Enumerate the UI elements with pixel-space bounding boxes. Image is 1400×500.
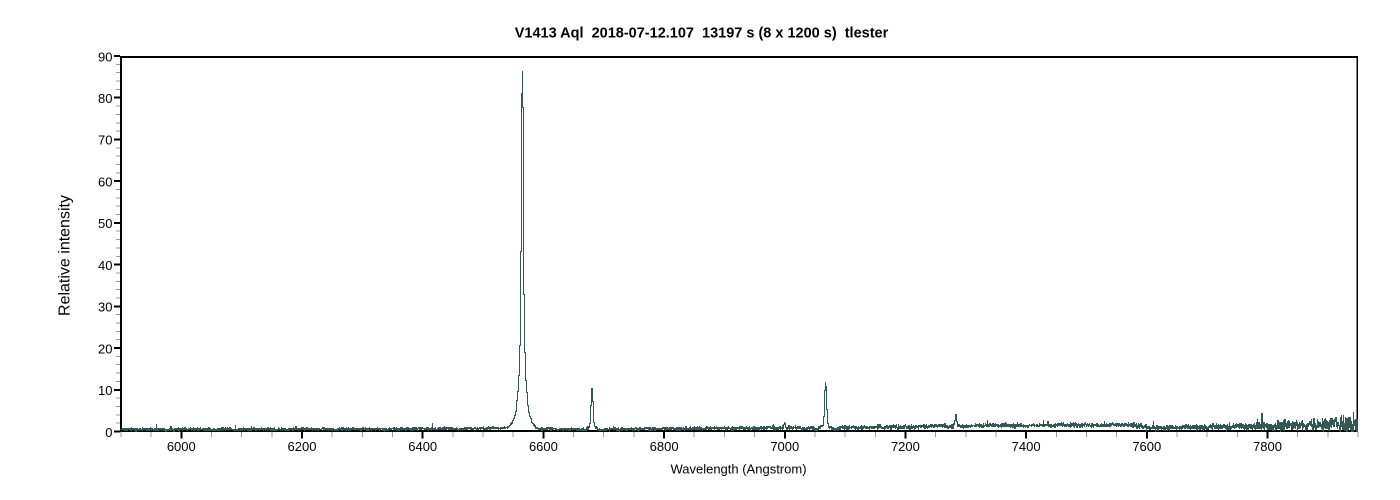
svg-text:6000: 6000 [167, 439, 196, 454]
svg-text:Relative intensity: Relative intensity [57, 195, 74, 316]
svg-text:6800: 6800 [650, 439, 679, 454]
svg-text:6200: 6200 [288, 439, 317, 454]
svg-text:7200: 7200 [891, 439, 920, 454]
svg-text:7000: 7000 [770, 439, 799, 454]
svg-text:70: 70 [98, 133, 112, 148]
svg-text:6400: 6400 [408, 439, 437, 454]
svg-text:7800: 7800 [1253, 439, 1282, 454]
svg-text:6600: 6600 [529, 439, 558, 454]
svg-text:20: 20 [98, 341, 112, 356]
svg-text:0: 0 [105, 425, 112, 440]
svg-text:80: 80 [98, 91, 112, 106]
svg-text:60: 60 [98, 175, 112, 190]
svg-text:50: 50 [98, 216, 112, 231]
svg-text:Wavelength (Angstrom): Wavelength (Angstrom) [670, 462, 806, 477]
svg-text:10: 10 [98, 383, 112, 398]
svg-text:V1413 Aql 2018-07-12.107 131: V1413 Aql 2018-07-12.107 13197 s (8 x 12… [515, 26, 889, 42]
svg-text:30: 30 [98, 300, 112, 315]
svg-text:7600: 7600 [1132, 439, 1161, 454]
svg-text:90: 90 [98, 49, 112, 64]
svg-text:40: 40 [98, 258, 112, 273]
svg-text:7400: 7400 [1012, 439, 1041, 454]
